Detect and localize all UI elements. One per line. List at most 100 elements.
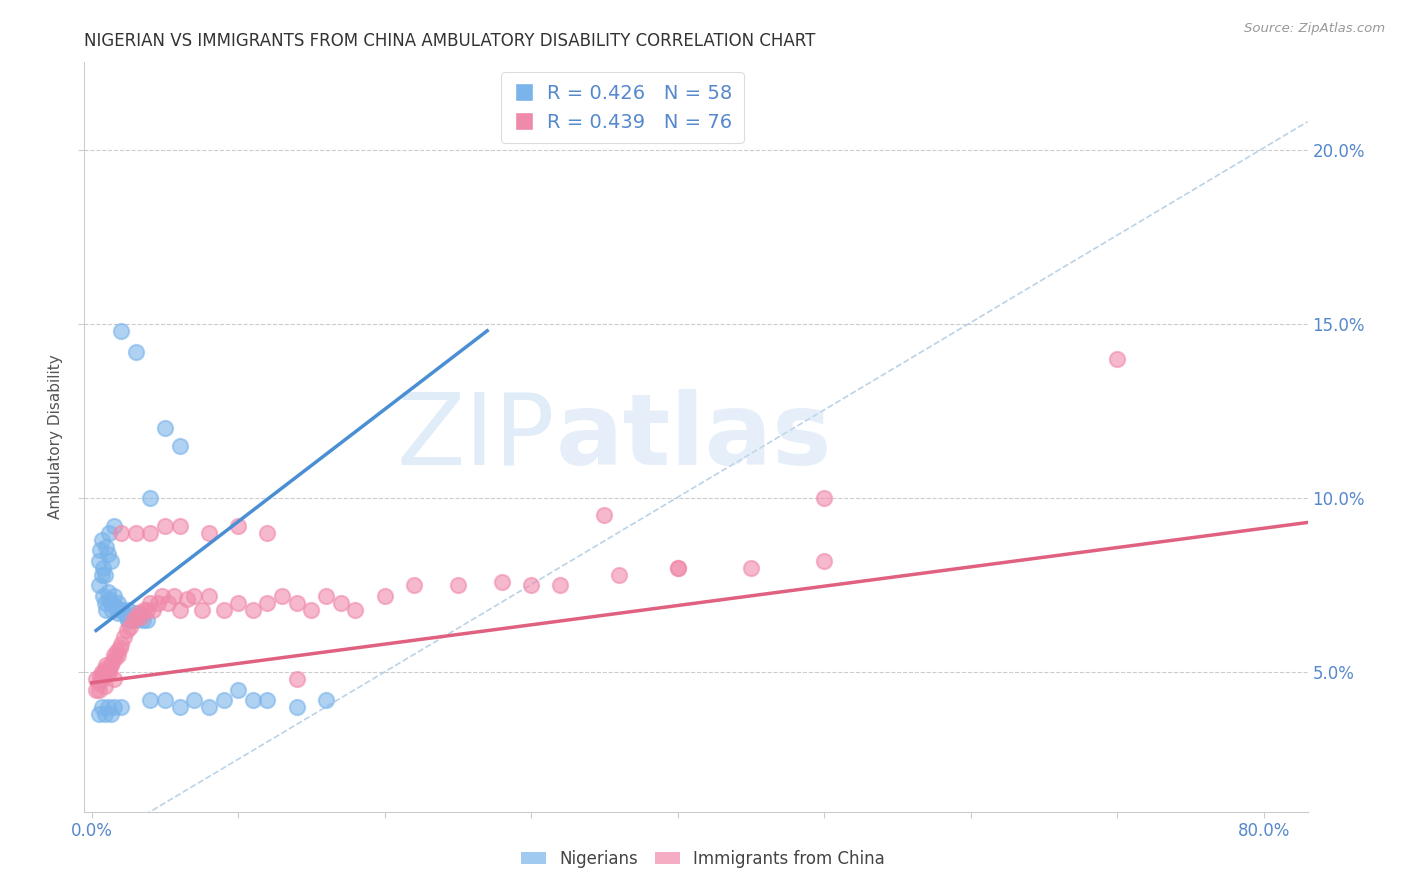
Point — [94, 567, 117, 582]
Point — [136, 613, 159, 627]
Point — [813, 491, 835, 505]
Point — [91, 673, 114, 687]
Point — [344, 602, 367, 616]
Point — [1107, 351, 1129, 366]
Point — [198, 700, 221, 714]
Point — [98, 665, 121, 680]
Point — [97, 665, 120, 680]
Point — [124, 525, 146, 540]
Point — [94, 707, 117, 722]
Point — [91, 567, 114, 582]
Point — [98, 525, 121, 540]
Point — [89, 543, 111, 558]
Point — [139, 693, 162, 707]
Point — [374, 589, 396, 603]
Point — [110, 324, 132, 338]
Point — [153, 519, 176, 533]
Point — [110, 637, 132, 651]
Point — [118, 620, 141, 634]
Point — [198, 589, 221, 603]
Point — [96, 602, 118, 616]
Point — [134, 602, 156, 616]
Point — [110, 700, 132, 714]
Point — [169, 700, 191, 714]
Point — [131, 609, 153, 624]
Point — [190, 602, 212, 616]
Point — [169, 602, 191, 616]
Point — [100, 554, 122, 568]
Point — [299, 602, 322, 616]
Point — [128, 606, 150, 620]
Point — [87, 682, 110, 697]
Point — [183, 589, 205, 603]
Point — [169, 439, 191, 453]
Point — [212, 602, 235, 616]
Point — [107, 606, 129, 620]
Point — [128, 609, 150, 624]
Point — [93, 561, 115, 575]
Point — [226, 519, 249, 533]
Point — [84, 673, 107, 687]
Point — [94, 662, 117, 676]
Legend: Nigerians, Immigrants from China: Nigerians, Immigrants from China — [515, 844, 891, 875]
Point — [110, 602, 132, 616]
Point — [607, 567, 630, 582]
Point — [183, 693, 205, 707]
Point — [91, 665, 114, 680]
Point — [666, 561, 689, 575]
Point — [100, 658, 122, 673]
Point — [212, 693, 235, 707]
Point — [176, 592, 198, 607]
Point — [132, 613, 155, 627]
Y-axis label: Ambulatory Disability: Ambulatory Disability — [48, 355, 63, 519]
Point — [117, 602, 139, 616]
Point — [100, 596, 122, 610]
Point — [87, 578, 110, 592]
Point — [153, 421, 176, 435]
Point — [103, 519, 125, 533]
Point — [124, 606, 146, 620]
Point — [139, 525, 162, 540]
Point — [447, 578, 470, 592]
Text: Source: ZipAtlas.com: Source: ZipAtlas.com — [1244, 22, 1385, 36]
Point — [89, 669, 111, 683]
Point — [146, 596, 169, 610]
Point — [491, 574, 513, 589]
Point — [813, 554, 835, 568]
Point — [242, 602, 264, 616]
Point — [124, 344, 146, 359]
Point — [156, 596, 179, 610]
Point — [97, 700, 120, 714]
Point — [115, 624, 138, 638]
Point — [329, 596, 352, 610]
Text: atlas: atlas — [555, 389, 832, 485]
Point — [100, 707, 122, 722]
Point — [740, 561, 762, 575]
Point — [103, 648, 125, 662]
Point — [93, 669, 115, 683]
Point — [142, 602, 165, 616]
Point — [104, 651, 127, 665]
Point — [285, 596, 308, 610]
Text: NIGERIAN VS IMMIGRANTS FROM CHINA AMBULATORY DISABILITY CORRELATION CHART: NIGERIAN VS IMMIGRANTS FROM CHINA AMBULA… — [84, 32, 815, 50]
Point — [136, 602, 159, 616]
Point — [104, 599, 127, 613]
Point — [285, 673, 308, 687]
Point — [107, 596, 129, 610]
Point — [101, 655, 124, 669]
Point — [285, 700, 308, 714]
Point — [87, 554, 110, 568]
Point — [101, 602, 124, 616]
Point — [593, 508, 616, 523]
Point — [315, 693, 337, 707]
Point — [120, 613, 142, 627]
Point — [242, 693, 264, 707]
Point — [105, 644, 128, 658]
Point — [91, 533, 114, 547]
Point — [117, 613, 139, 627]
Point — [112, 631, 135, 645]
Point — [98, 662, 121, 676]
Point — [94, 596, 117, 610]
Legend: R = 0.426   N = 58, R = 0.439   N = 76: R = 0.426 N = 58, R = 0.439 N = 76 — [501, 72, 744, 144]
Point — [96, 658, 118, 673]
